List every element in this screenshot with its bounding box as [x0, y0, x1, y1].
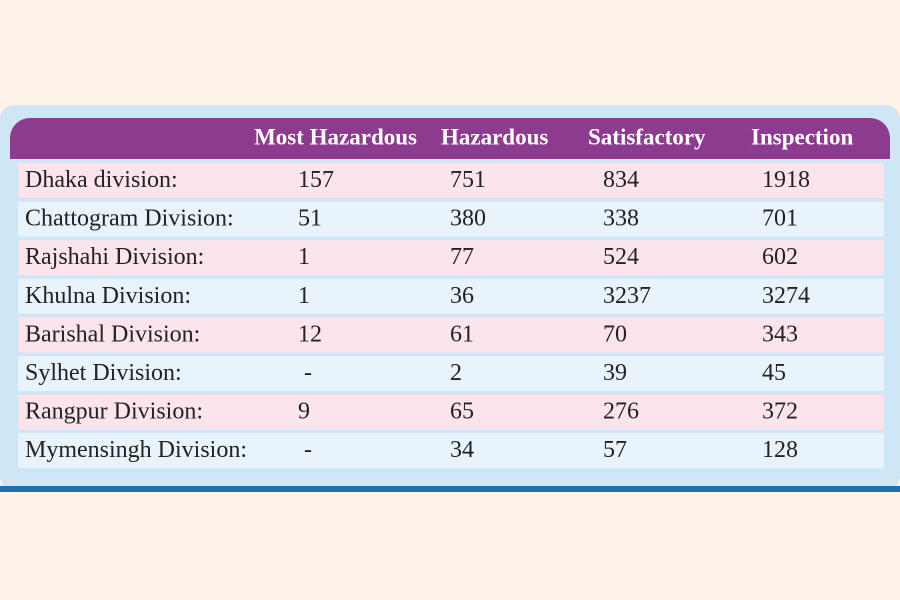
row-background [18, 278, 884, 314]
cell-value: 2 [450, 360, 462, 386]
panel-bottom-rule [0, 486, 900, 492]
cell-value: - [304, 360, 312, 386]
row-label: Khulna Division: [25, 283, 191, 309]
row-label: Dhaka division: [25, 167, 178, 193]
row-label: Chattogram Division: [25, 206, 234, 232]
row-label: Rajshahi Division: [25, 244, 204, 270]
cell-value: 338 [603, 206, 639, 232]
row-background [18, 201, 884, 237]
row-background [18, 394, 884, 430]
cell-value: 834 [603, 167, 639, 193]
row-background [18, 356, 884, 391]
row-label: Sylhet Division: [25, 360, 182, 386]
column-header: Hazardous [441, 124, 548, 149]
cell-value: 9 [298, 399, 310, 425]
cell-value: 1 [298, 244, 310, 270]
cell-value: - [304, 437, 312, 463]
cell-value: 128 [762, 437, 798, 463]
column-header: Inspection [751, 124, 853, 149]
cell-value: 3274 [762, 283, 810, 309]
cell-value: 3237 [603, 283, 651, 309]
cell-value: 36 [450, 283, 474, 309]
row-background [18, 163, 884, 198]
cell-value: 276 [603, 399, 639, 425]
row-label: Rangpur Division: [25, 399, 203, 425]
cell-value: 57 [603, 437, 627, 463]
table-header: Most Hazardous Hazardous Satisfactory Inspe… [254, 124, 853, 149]
row-background [18, 317, 884, 353]
cell-value: 61 [450, 321, 474, 347]
row-label: Barishal Division: [25, 321, 200, 347]
cell-value: 701 [762, 206, 798, 232]
cell-value: 524 [603, 244, 639, 270]
cell-value: 45 [762, 360, 786, 386]
cell-value: 34 [450, 437, 474, 463]
cell-value: 65 [450, 399, 474, 425]
cell-value: 51 [298, 206, 322, 232]
row-background [18, 240, 884, 276]
cell-value: 343 [762, 321, 798, 347]
cell-value: 77 [450, 244, 474, 270]
row-background [18, 433, 884, 469]
cell-value: 12 [298, 321, 322, 347]
cell-value: 39 [603, 360, 627, 386]
row-label: Mymensingh Division: [25, 437, 247, 463]
cell-value: 751 [450, 167, 486, 193]
column-header: Satisfactory [588, 124, 706, 149]
cell-value: 157 [298, 167, 334, 193]
column-header: Most Hazardous [254, 124, 417, 149]
cell-value: 70 [603, 321, 627, 347]
cell-value: 1918 [762, 167, 810, 193]
cell-value: 602 [762, 244, 798, 270]
cell-value: 380 [450, 206, 486, 232]
header-band-base [10, 138, 890, 159]
cell-value: 372 [762, 399, 798, 425]
cell-value: 1 [298, 283, 310, 309]
